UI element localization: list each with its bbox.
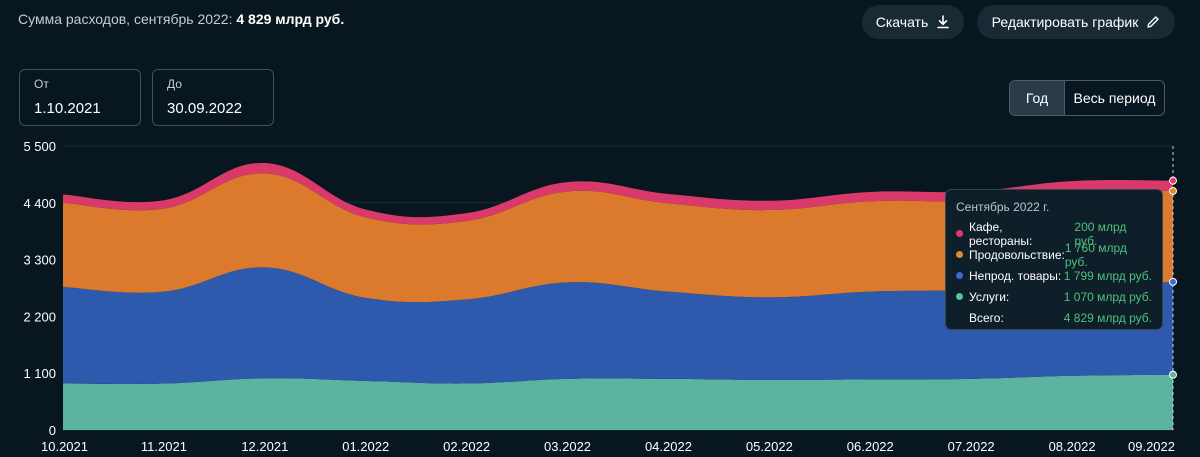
hover-point bbox=[1169, 370, 1177, 379]
tooltip-row: Непрод. товары: 1 799 млрд руб. bbox=[956, 265, 1152, 286]
download-icon bbox=[937, 15, 950, 29]
tooltip-series-value: 1 070 млрд руб. bbox=[1063, 289, 1152, 304]
area-services bbox=[63, 374, 1173, 430]
x-tick-label: 11.2021 bbox=[141, 439, 187, 454]
x-tick-label: 05.2022 bbox=[746, 439, 793, 454]
tooltip-series-name: Кафе, рестораны: bbox=[969, 219, 1033, 248]
tooltip-series-value: 1 760 млрд руб. bbox=[1064, 240, 1127, 269]
tooltip-row: Услуги: 1 070 млрд руб. bbox=[956, 286, 1152, 307]
tooltip-row: Продовольствие: 1 760 млрд руб. bbox=[956, 241, 1152, 269]
y-tick-label: 0 bbox=[49, 423, 56, 438]
tooltip-title: Сентябрь 2022 г. bbox=[956, 200, 1050, 214]
area-cafe-restaurants bbox=[63, 162, 1173, 225]
legend-dot-icon bbox=[956, 251, 963, 258]
date-from-label: От bbox=[34, 77, 49, 91]
title-value: 4 829 млрд руб. bbox=[236, 11, 345, 27]
y-tick-label: 2 200 bbox=[23, 309, 56, 324]
date-from-value: 1.10.2021 bbox=[34, 100, 101, 117]
x-tick-label: 07.2022 bbox=[948, 439, 995, 454]
y-tick-label: 1 100 bbox=[23, 366, 56, 381]
hover-point bbox=[1169, 277, 1177, 286]
x-tick-label: 01.2022 bbox=[342, 439, 389, 454]
tooltip-series-value: 200 млрд руб. bbox=[1074, 219, 1127, 248]
y-tick-label: 5 500 bbox=[23, 139, 56, 154]
title-prefix: Сумма расходов, сентябрь 2022: bbox=[18, 11, 233, 27]
download-button[interactable]: Скачать bbox=[862, 5, 964, 39]
legend-dot-icon bbox=[956, 314, 963, 321]
tooltip-series-value: 4 829 млрд руб. bbox=[1063, 310, 1152, 325]
edit-label: Редактировать график bbox=[991, 14, 1139, 30]
x-tick-label: 10.2021 bbox=[41, 439, 88, 454]
legend-dot-icon bbox=[956, 272, 963, 279]
tooltip-series-value: 1 799 млрд руб. bbox=[1063, 268, 1152, 283]
tooltip-series-name: Продовольствие: bbox=[969, 247, 1065, 262]
x-tick-label: 12.2021 bbox=[241, 439, 288, 454]
download-label: Скачать bbox=[875, 14, 929, 30]
pencil-icon bbox=[1147, 16, 1160, 28]
y-tick-label: 3 300 bbox=[23, 253, 56, 268]
date-to-field[interactable]: До 30.09.2022 bbox=[152, 69, 274, 126]
chart-tooltip: Сентябрь 2022 г. Кафе, рестораны: 200 млр… bbox=[945, 189, 1163, 330]
tooltip-series-name: Всего: bbox=[969, 310, 1004, 325]
date-to-value: 30.09.2022 bbox=[167, 100, 243, 117]
area-nonfood-goods bbox=[63, 267, 1173, 384]
x-tick-label: 03.2022 bbox=[544, 439, 591, 454]
period-year-button[interactable]: Год bbox=[1010, 81, 1065, 115]
period-all-button[interactable]: Весь период bbox=[1073, 90, 1156, 106]
tooltip-series-name: Услуги: bbox=[969, 289, 1010, 304]
x-tick-label: 06.2022 bbox=[847, 439, 894, 454]
date-from-field[interactable]: От 1.10.2021 bbox=[19, 69, 141, 126]
date-to-label: До bbox=[167, 77, 182, 91]
legend-dot-icon bbox=[956, 230, 963, 237]
x-tick-label: 02.2022 bbox=[443, 439, 490, 454]
area-food bbox=[63, 173, 1173, 303]
hover-point bbox=[1169, 176, 1177, 185]
tooltip-row: Всего: 4 829 млрд руб. bbox=[956, 307, 1152, 328]
hover-point bbox=[1169, 186, 1177, 195]
x-tick-label: 04.2022 bbox=[645, 439, 692, 454]
period-toggle: Год Весь период bbox=[1009, 80, 1165, 116]
x-tick-label: 09.2022 bbox=[1128, 439, 1175, 454]
y-tick-label: 4 400 bbox=[23, 196, 56, 211]
legend-dot-icon bbox=[956, 293, 963, 300]
tooltip-row: Кафе, рестораны: 200 млрд руб. bbox=[956, 220, 1152, 248]
tooltip-series-name: Непрод. товары: bbox=[969, 268, 1062, 283]
edit-chart-button[interactable]: Редактировать график bbox=[977, 5, 1175, 39]
x-tick-label: 08.2022 bbox=[1049, 439, 1096, 454]
page-title: Сумма расходов, сентябрь 2022: 4 829 млр… bbox=[18, 11, 344, 27]
